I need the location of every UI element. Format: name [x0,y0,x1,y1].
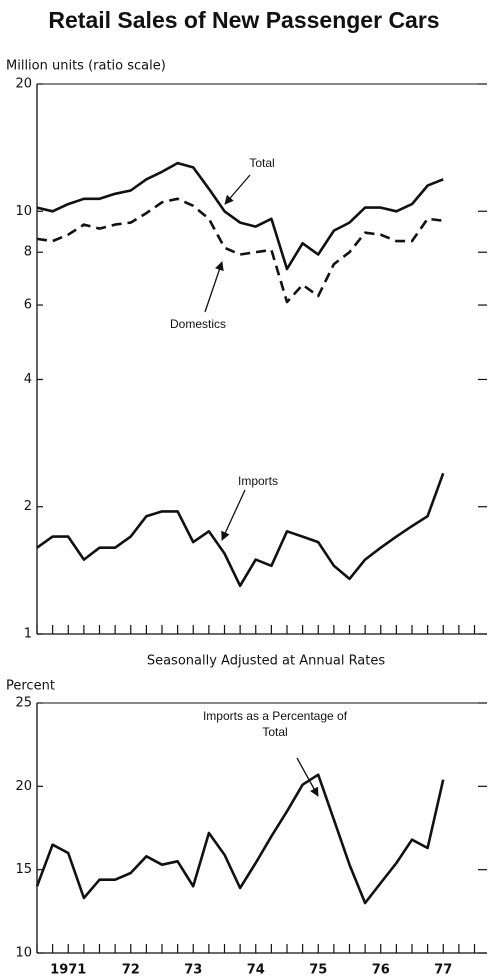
arrow [221,489,246,541]
series-label: Total [249,156,274,170]
subtitle: Seasonally Adjusted at Annual Rates [147,654,386,669]
y-tick-label: 25 [15,696,32,711]
y-tick-label: 1 [24,627,32,642]
y-tick-label: 15 [15,862,32,877]
annotation: Imports as a Percentage of Total [202,709,348,739]
arrow [296,757,319,797]
data-line [36,472,445,588]
y-axis-label: Percent [6,679,55,694]
y-tick-label: 10 [15,946,32,961]
x-tick-label: 73 [184,963,202,978]
y-tick-label: 20 [15,779,32,794]
x-tick-label: 76 [372,963,390,978]
data-line [36,161,444,271]
x-tick-label: 75 [309,963,327,978]
x-tick-label: 72 [122,963,140,978]
arrow [204,261,224,313]
arrow [224,174,251,205]
y-tick-label: 2 [24,499,32,514]
data-line [36,197,444,304]
x-tick-label: 1971 [50,963,86,978]
x-tick-label: 74 [247,963,265,978]
data-line [35,773,445,905]
chart-title: Retail Sales of New Passenger Cars [48,7,439,33]
y-axis-label: Million units (ratio scale) [6,59,166,74]
y-tick-label: 8 [24,245,32,260]
y-tick-label: 20 [15,77,32,92]
y-tick-label: 10 [15,204,32,219]
x-tick-label: 77 [434,963,452,978]
y-tick-label: 6 [24,298,32,313]
series-label: Imports [238,474,278,488]
y-tick-label: 4 [24,372,32,387]
series-label: Domestics [170,317,226,331]
